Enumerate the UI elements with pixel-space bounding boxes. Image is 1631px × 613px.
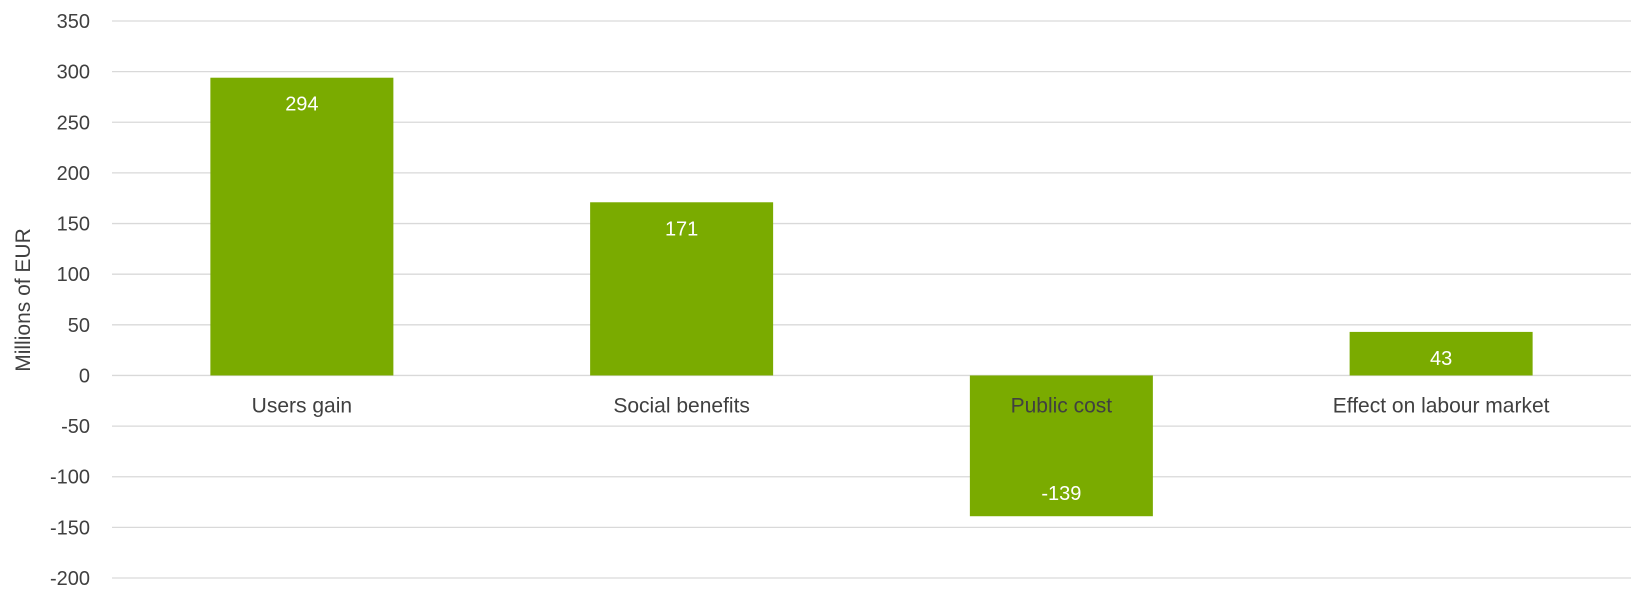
y-tick-label: 100 bbox=[57, 264, 90, 286]
data-label: 171 bbox=[665, 218, 698, 240]
y-axis-tick-labels: 350 300 250 200 150 100 50 0 -50 -100 -150 -200 bbox=[50, 11, 90, 590]
data-label: 43 bbox=[1430, 348, 1452, 370]
category-label: Effect on labour market bbox=[1333, 394, 1550, 417]
y-tick-label: 50 bbox=[68, 315, 90, 337]
y-tick-label: 250 bbox=[57, 112, 90, 134]
category-label: Public cost bbox=[1011, 394, 1113, 417]
bar-users-gain bbox=[210, 77, 394, 376]
category-label: Users gain bbox=[252, 394, 352, 417]
data-label: 294 bbox=[285, 94, 318, 116]
y-tick-label: -50 bbox=[61, 416, 90, 438]
y-tick-label: -150 bbox=[50, 517, 90, 539]
bar-social-benefits bbox=[590, 202, 774, 376]
bars bbox=[210, 77, 1533, 517]
data-labels: 294 171 -139 43 bbox=[285, 94, 1452, 506]
category-label: Social benefits bbox=[613, 394, 750, 417]
category-labels: Users gain Social benefits Public cost Effe… bbox=[252, 394, 1550, 417]
bar-public-cost bbox=[969, 375, 1153, 517]
y-tick-label: 0 bbox=[79, 365, 90, 387]
bar-effect-on-labour-market bbox=[1349, 331, 1533, 376]
y-tick-label: -200 bbox=[50, 568, 90, 590]
y-tick-label: 300 bbox=[57, 62, 90, 84]
y-tick-label: 200 bbox=[57, 163, 90, 185]
y-tick-label: -100 bbox=[50, 467, 90, 489]
data-label: -139 bbox=[1041, 483, 1081, 505]
y-tick-label: 150 bbox=[57, 214, 90, 236]
y-axis-title: Millions of EUR bbox=[12, 228, 35, 372]
y-tick-label: 350 bbox=[57, 11, 90, 33]
